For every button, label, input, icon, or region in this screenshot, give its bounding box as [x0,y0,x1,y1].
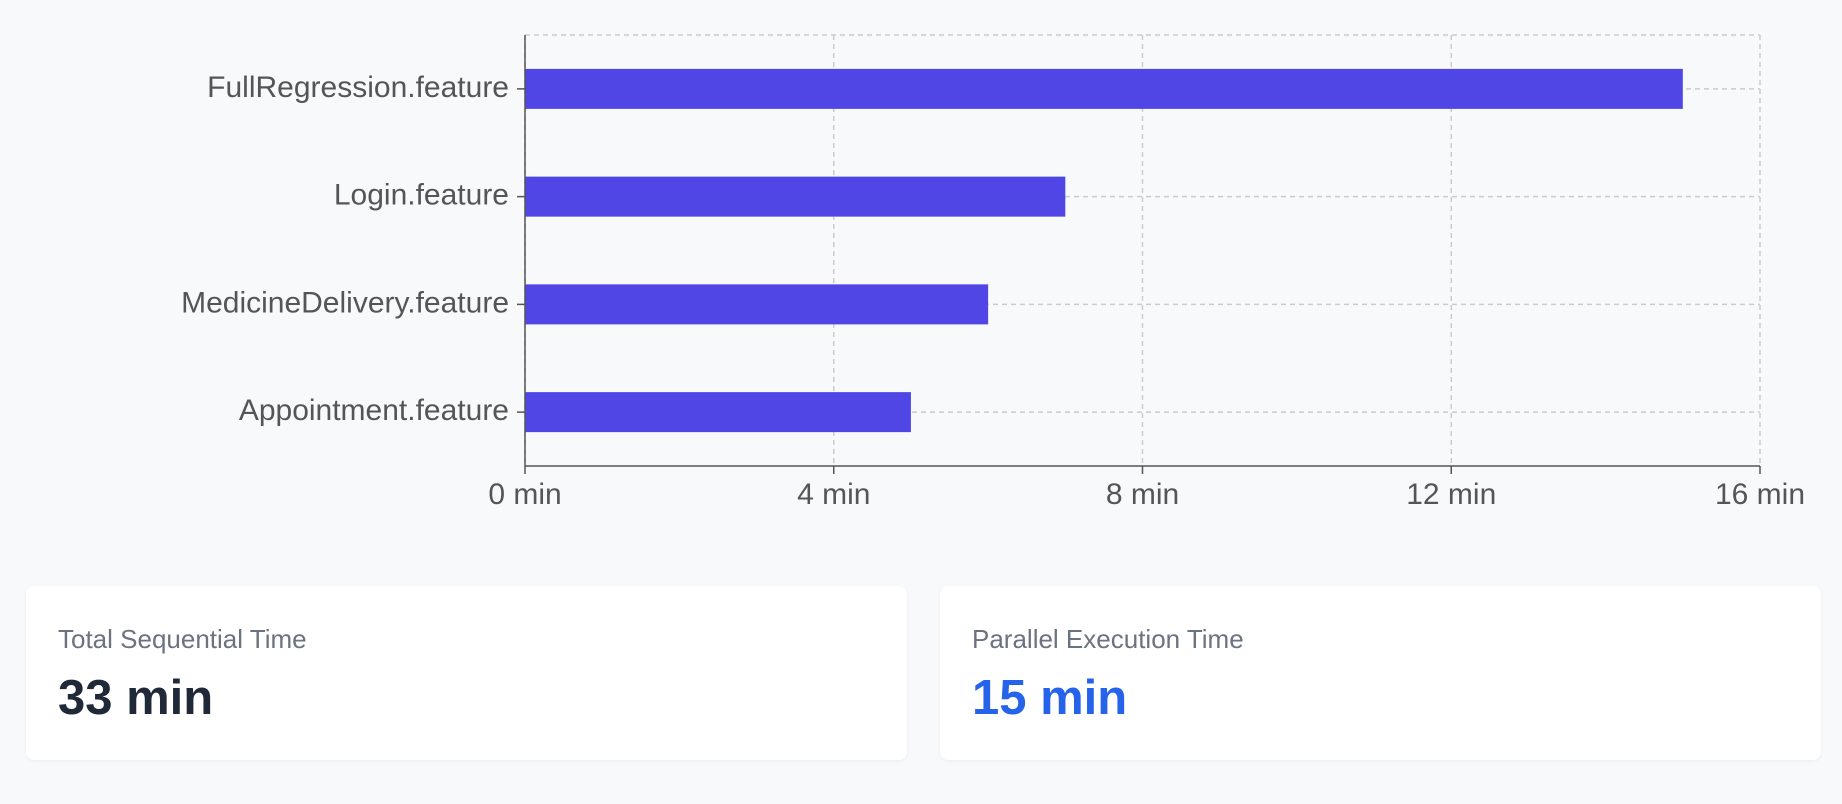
bar [525,392,911,433]
x-tick-label: 4 min [797,478,870,511]
stat-card: Total Sequential Time 33 min [26,586,907,760]
bar [525,68,1683,109]
x-tick-label: 0 min [488,478,561,511]
stat-value: 15 min [972,671,1128,725]
y-tick-label: Login.feature [334,179,509,212]
chart: 0 min 4 min 8 min 12 min 16 min FullRegressio… [181,34,1805,511]
x-tick-label: 16 min [1715,478,1805,511]
x-tick-label: 12 min [1406,478,1496,511]
stat-value: 33 min [58,671,214,725]
x-tick-label: 8 min [1106,478,1179,511]
y-tick-label: MedicineDelivery.feature [181,286,509,319]
stat-label: Parallel Execution Time [972,624,1244,654]
stat-label: Total Sequential Time [58,624,307,654]
y-tick-label: Appointment.feature [239,394,509,427]
y-tick-label: FullRegression.feature [207,71,509,104]
bar [525,284,989,325]
bar [525,176,1066,217]
stat-card: Parallel Execution Time 15 min [940,586,1821,760]
